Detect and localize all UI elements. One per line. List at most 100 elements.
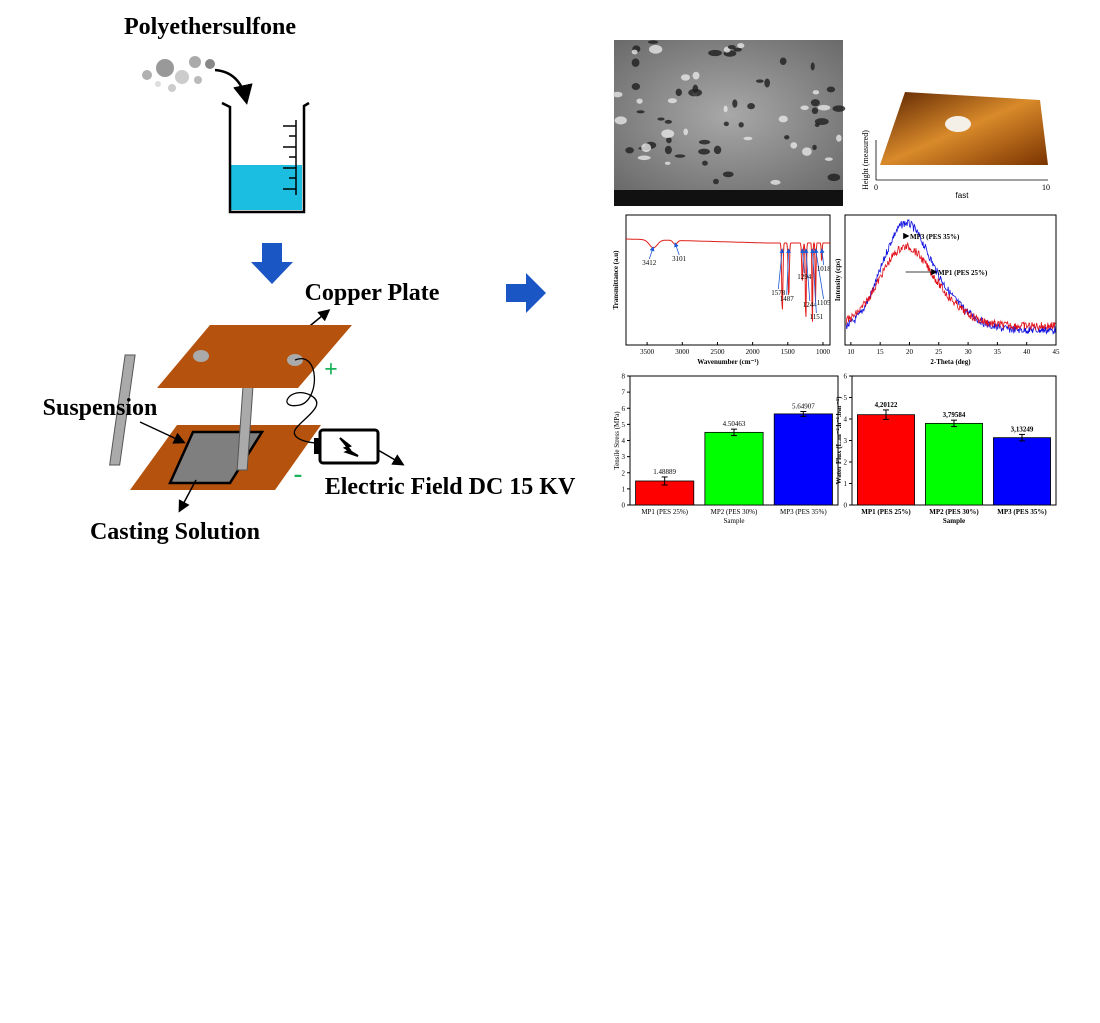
pore: [702, 160, 708, 166]
right-arrow: [506, 273, 546, 313]
pointer: [377, 449, 405, 466]
beaker: [221, 101, 310, 214]
plot-frame: [625, 214, 831, 346]
value-label: 3,79584: [943, 411, 966, 419]
y-tick-label: 0: [622, 502, 626, 510]
x-tick-label: 1000: [816, 348, 831, 356]
afm-tick: 0: [874, 183, 878, 192]
pour-arrow: [214, 68, 253, 105]
suspension-label: Suspension: [43, 395, 158, 421]
y-tick-label: 3: [622, 453, 626, 461]
peak-arrow: [819, 248, 825, 266]
afm-image: [875, 92, 1048, 181]
pore: [674, 154, 686, 158]
pore: [790, 142, 798, 149]
pore: [708, 49, 722, 57]
pore: [723, 121, 729, 127]
pore: [779, 57, 787, 66]
value-label: 5.64907: [792, 402, 815, 410]
x-label: 2-Theta (deg): [930, 358, 971, 366]
pore: [612, 91, 623, 98]
pore: [832, 105, 846, 112]
y-tick-label: 6: [622, 405, 626, 413]
pore: [737, 42, 745, 49]
peak-label: 1105: [817, 299, 831, 307]
pore: [675, 88, 682, 97]
pore: [614, 116, 627, 125]
plot-frame: [844, 214, 1057, 346]
y-tick-label: 8: [622, 373, 626, 381]
legend-label: MP3 (PES 35%): [910, 233, 960, 241]
legend-label: MP1 (PES 25%): [938, 269, 988, 277]
x-tick-label: MP1 (PES 25%): [641, 508, 688, 516]
peak-label: 1018: [817, 265, 832, 273]
y-tick-label: 4: [622, 437, 626, 445]
x-tick-label: 2000: [746, 348, 761, 356]
down-arrow: [251, 243, 293, 284]
y-tick-label: 6: [844, 373, 848, 381]
particles: [142, 56, 215, 92]
xrd-curve: [845, 241, 1056, 332]
pore: [625, 147, 634, 154]
pore: [666, 136, 672, 144]
x-tick-label: 3500: [640, 348, 655, 356]
x-tick-label: 3000: [675, 348, 690, 356]
y-tick-label: 3: [844, 437, 848, 445]
peak-arrow: [648, 246, 655, 260]
pore: [664, 161, 671, 165]
pore: [641, 143, 652, 153]
peak-label: 3412: [642, 259, 657, 267]
pore: [824, 157, 833, 161]
peak-arrow: [803, 248, 811, 302]
peak-label: 1244: [803, 301, 818, 309]
peak-label: 1578: [771, 289, 786, 297]
y-label: Intensity (cps): [834, 258, 842, 301]
x-tick-label: MP2 (PES 30%): [711, 508, 758, 516]
pore: [836, 134, 842, 142]
x-tick-label: 15: [877, 348, 885, 356]
bar: [704, 431, 764, 506]
peak-label: 1487: [780, 295, 795, 303]
field-label: Electric Field DC 15 KV: [325, 474, 576, 500]
peak-arrow: [674, 242, 680, 256]
pore: [778, 115, 788, 123]
afm-tick: 10: [1042, 183, 1050, 192]
x-tick-label: 35: [994, 348, 1002, 356]
pore: [812, 90, 820, 95]
pore: [688, 88, 703, 97]
y-label: Water Flux (L.m⁻².h⁻¹.bar⁻¹): [835, 396, 843, 485]
y-label: Tensile Stress (MPa): [613, 411, 621, 470]
pore: [637, 155, 651, 161]
pore: [667, 98, 677, 104]
plus-sign: +: [324, 357, 338, 383]
pore: [814, 122, 820, 127]
x-label: Sample: [943, 517, 965, 525]
bar: [925, 422, 983, 506]
polymer-label: Polyethersulfone: [124, 14, 296, 40]
peak-label: 1294: [797, 273, 812, 281]
pore: [733, 47, 742, 52]
pore: [756, 79, 764, 83]
pore: [810, 99, 820, 107]
y-tick-label: 0: [844, 502, 848, 510]
pore: [648, 44, 663, 54]
pore: [680, 74, 691, 81]
x-tick-label: MP1 (PES 25%): [861, 508, 911, 516]
casting-label: Casting Solution: [90, 519, 260, 545]
pore: [664, 145, 672, 155]
electrospin-device: [109, 325, 380, 490]
pore: [636, 98, 643, 104]
peak-arrow: [800, 248, 806, 274]
pore: [698, 148, 710, 155]
x-label: Sample: [724, 517, 745, 525]
pointer: [178, 479, 197, 513]
pore: [747, 103, 755, 110]
peak-arrow: [786, 248, 791, 296]
pore: [802, 147, 812, 156]
peak-arrow: [777, 248, 785, 290]
y-tick-label: 5: [844, 394, 848, 402]
pore: [812, 144, 817, 150]
x-tick-label: 45: [1053, 348, 1061, 356]
peak-arrow: [810, 248, 817, 314]
